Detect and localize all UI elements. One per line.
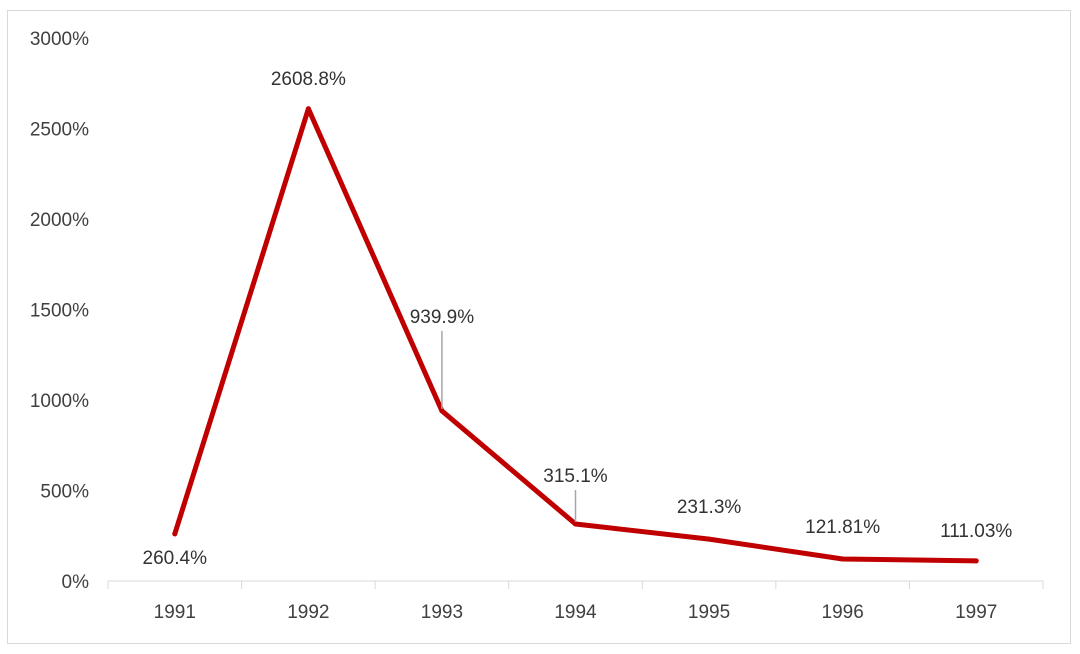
data-point — [973, 558, 979, 564]
data-label: 939.9% — [410, 307, 475, 328]
data-point — [172, 531, 178, 537]
y-tick-label: 1500% — [30, 301, 89, 322]
series-layer — [172, 106, 979, 564]
data-label-layer: 260.4% 2608.8% 939.9% 315.1% 231.3% 121.81% 11… — [143, 69, 1013, 569]
y-tick-label: 2000% — [30, 210, 89, 231]
y-tick-label: 2500% — [30, 120, 89, 141]
y-axis: 0% 500% 1000% 1500% 2000% 2500% 3000% — [30, 29, 89, 593]
x-tick-label: 1992 — [287, 602, 329, 623]
data-point — [706, 536, 712, 542]
data-label: 2608.8% — [271, 69, 346, 90]
data-label: 315.1% — [543, 466, 608, 487]
y-tick-label: 1000% — [30, 391, 89, 412]
data-point — [305, 106, 311, 112]
x-tick-label: 1993 — [421, 602, 463, 623]
data-label: 260.4% — [143, 548, 208, 569]
x-tick-label: 1994 — [554, 602, 597, 623]
data-point — [840, 556, 846, 562]
y-tick-label: 500% — [40, 482, 89, 503]
data-label: 231.3% — [677, 497, 742, 518]
data-label: 111.03% — [940, 521, 1012, 542]
y-tick-label: 0% — [62, 572, 90, 593]
x-tick-label: 1995 — [688, 602, 730, 623]
chart-frame — [7, 10, 1071, 644]
x-axis: 1991 1992 1993 1994 1995 1996 1997 — [107, 580, 1044, 623]
data-label: 121.81% — [805, 517, 880, 538]
x-tick-label: 1996 — [822, 602, 864, 623]
y-tick-label: 3000% — [30, 29, 89, 50]
x-tick-label: 1997 — [955, 602, 997, 623]
data-point — [439, 408, 445, 414]
data-point — [573, 521, 578, 527]
x-tick-label: 1991 — [154, 602, 196, 623]
